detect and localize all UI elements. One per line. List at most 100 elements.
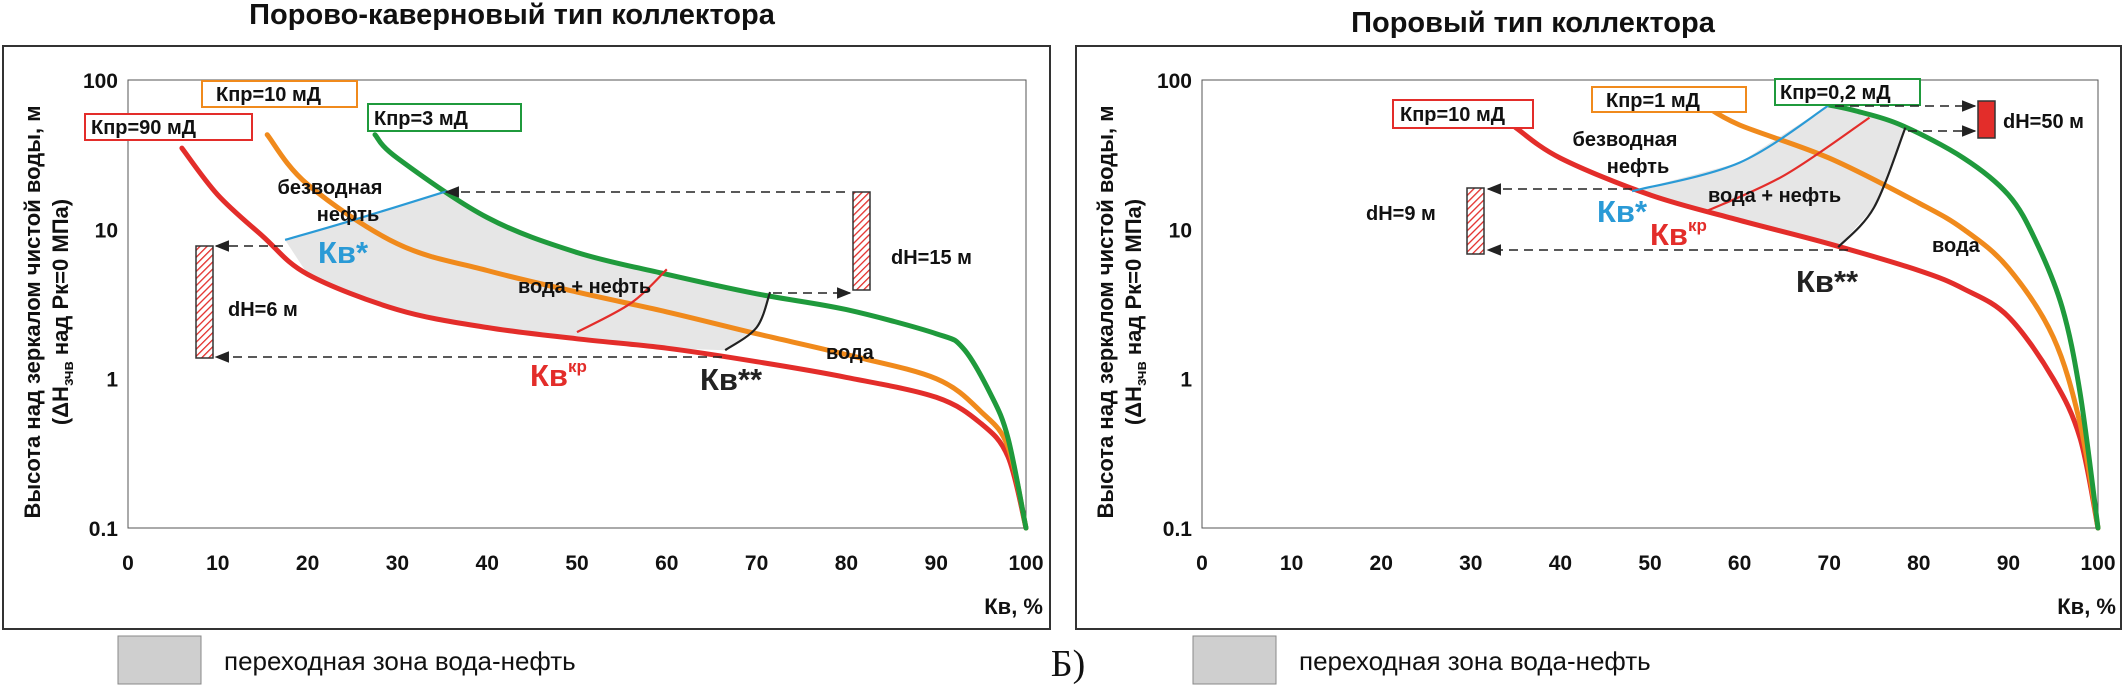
left-y-tick-10: 10	[95, 219, 118, 242]
right-legend: переходная зона вода-нефть	[1192, 635, 1651, 685]
right-dh-arrows	[1486, 100, 1977, 256]
right-dh-bar-50m	[1977, 100, 1996, 139]
svg-text:Кпр=1 мД: Кпр=1 мД	[1606, 90, 1700, 112]
left-oil-label-2: нефть	[317, 204, 380, 226]
left-boundaries	[284, 190, 772, 352]
left-x-tick-0: 0	[122, 552, 134, 575]
right-dh-50m-label: dH=50 м	[2003, 111, 2084, 133]
right-x-tick-40: 40	[1549, 552, 1572, 575]
left-legend-text: переходная зона вода-нефть	[224, 646, 576, 676]
right-plot-box	[1201, 79, 2099, 529]
left-x-tick-50: 50	[565, 552, 588, 575]
right-y-tick-100: 100	[1157, 70, 1192, 93]
left-kvkr-label: Квкр	[530, 357, 587, 393]
right-y-tick-1: 1	[1180, 369, 1192, 392]
right-kv-2star-label: Кв**	[1796, 264, 1859, 299]
right-kvkr-label: Квкр	[1650, 216, 1707, 252]
right-curve-green	[1826, 102, 2101, 531]
right-x-axis-label: Кв, %	[2057, 594, 2116, 619]
left-curve-red	[179, 145, 1029, 531]
right-boundary-kv-kr	[1703, 116, 1871, 214]
right-x-tick-30: 30	[1459, 552, 1482, 575]
right-oil-label-2: нефть	[1607, 156, 1670, 178]
svg-text:Кпр=90 мД: Кпр=90 мД	[91, 117, 196, 139]
svg-text:Кпр=10 мД: Кпр=10 мД	[216, 84, 321, 106]
svg-text:Кпр=10 мД: Кпр=10 мД	[1400, 104, 1505, 126]
right-boundary-kv-star	[1631, 104, 1830, 193]
right-x-tick-90: 90	[1997, 552, 2020, 575]
left-kpr-box-3: Кпр=3 мД	[367, 103, 522, 132]
right-x-tick-80: 80	[1907, 552, 1930, 575]
right-y-tick-0.1: 0.1	[1163, 518, 1193, 541]
left-plot-box	[127, 79, 1027, 529]
left-curves	[179, 132, 1029, 531]
left-legend: переходная зона вода-нефть	[117, 635, 576, 685]
left-x-tick-30: 30	[386, 552, 409, 575]
left-curve-orange	[264, 132, 1029, 531]
left-boundary-kv-kr	[576, 268, 668, 334]
right-kpr-box-10: Кпр=10 мД	[1392, 99, 1534, 129]
left-y-tick-1: 1	[106, 369, 118, 392]
right-x-tick-60: 60	[1728, 552, 1751, 575]
right-x-tick-70: 70	[1818, 552, 1841, 575]
right-curve-orange	[1701, 102, 2101, 531]
left-x-tick-100: 100	[1008, 552, 1043, 575]
right-kpr-box-1: Кпр=1 мД	[1591, 86, 1747, 113]
right-kv-star-label: Кв*	[1597, 194, 1648, 229]
right-y-tick-10: 10	[1169, 219, 1192, 242]
right-y-axis-label-line2: (ΔHзчв над Рк=0 МПа)	[1121, 199, 1150, 425]
right-x-tick-10: 10	[1280, 552, 1303, 575]
left-curve-green	[372, 132, 1029, 531]
left-y-axis-label-line2: (ΔHзчв над Рк=0 МПа)	[48, 199, 77, 425]
right-kpr-box-02: Кпр=0,2 мД	[1774, 78, 1921, 106]
left-dh-bar-6m	[195, 245, 214, 359]
left-boundary-kv-star	[284, 190, 448, 241]
left-kv-2star-label: Кв**	[700, 362, 763, 397]
right-chart-frame	[1075, 45, 2122, 630]
left-x-axis-ticks: 0 10 20 30 40 50 60 70 80 90 100	[122, 552, 1043, 575]
right-water-oil-label: вода + нефть	[1708, 185, 1841, 207]
left-x-tick-40: 40	[476, 552, 499, 575]
left-chart: Порово-каверновый тип коллектора 0 10 20 30…	[2, 0, 1051, 630]
left-water-oil-label: вода + нефть	[518, 276, 651, 298]
left-x-tick-10: 10	[206, 552, 229, 575]
right-boundaries	[1631, 104, 1907, 248]
left-kpr-box-90: Кпр=90 мД	[84, 113, 253, 141]
left-boundary-kv-2star	[724, 291, 772, 352]
left-y-axis-label: Высота над зеркалом чистой воды, м (ΔHзч…	[20, 105, 77, 518]
right-water-label: вода	[1932, 235, 1981, 257]
left-chart-frame	[2, 45, 1051, 630]
right-boundary-kv-2star	[1837, 127, 1907, 248]
left-x-axis-label: Кв, %	[984, 594, 1043, 619]
left-y-axis-label-line1: Высота над зеркалом чистой воды, м	[20, 105, 45, 518]
left-y-tick-0.1: 0.1	[89, 518, 119, 541]
right-y-axis-label: Высота над зеркалом чистой воды, м (ΔHзч…	[1093, 105, 1150, 518]
right-curve-red	[1513, 125, 2101, 531]
right-legend-text: переходная зона вода-нефть	[1299, 646, 1651, 676]
right-x-axis-ticks: 0 10 20 30 40 50 60 70 80 90 100	[1196, 552, 2115, 575]
right-dh-9m-label: dH=9 м	[1366, 203, 1436, 225]
left-x-tick-60: 60	[655, 552, 678, 575]
left-x-tick-80: 80	[835, 552, 858, 575]
right-dh-bar-9m	[1466, 187, 1485, 255]
left-x-tick-90: 90	[925, 552, 948, 575]
left-oil-label: безводная	[278, 177, 383, 199]
right-y-axis-label-line1: Высота над зеркалом чистой воды, м	[1093, 105, 1118, 518]
right-oil-label: безводная	[1573, 129, 1678, 151]
right-x-tick-0: 0	[1196, 552, 1208, 575]
left-kv-star-label: Кв*	[318, 235, 369, 270]
left-x-tick-20: 20	[296, 552, 319, 575]
right-x-tick-100: 100	[2080, 552, 2115, 575]
left-legend-swatch	[117, 635, 202, 685]
left-dh-15m-label: dH=15 м	[891, 247, 972, 269]
left-chart-title: Порово-каверновый тип коллектора	[249, 0, 776, 31]
left-y-axis-ticks: 0.1 1 10 100	[83, 70, 118, 541]
right-plot-area	[1201, 79, 2101, 531]
right-curves	[1513, 102, 2101, 531]
svg-text:Кпр=3 мД: Кпр=3 мД	[374, 108, 468, 130]
left-x-tick-70: 70	[745, 552, 768, 575]
right-x-tick-50: 50	[1638, 552, 1661, 575]
left-y-tick-100: 100	[83, 70, 118, 93]
left-dh-bar-15m	[852, 191, 871, 291]
